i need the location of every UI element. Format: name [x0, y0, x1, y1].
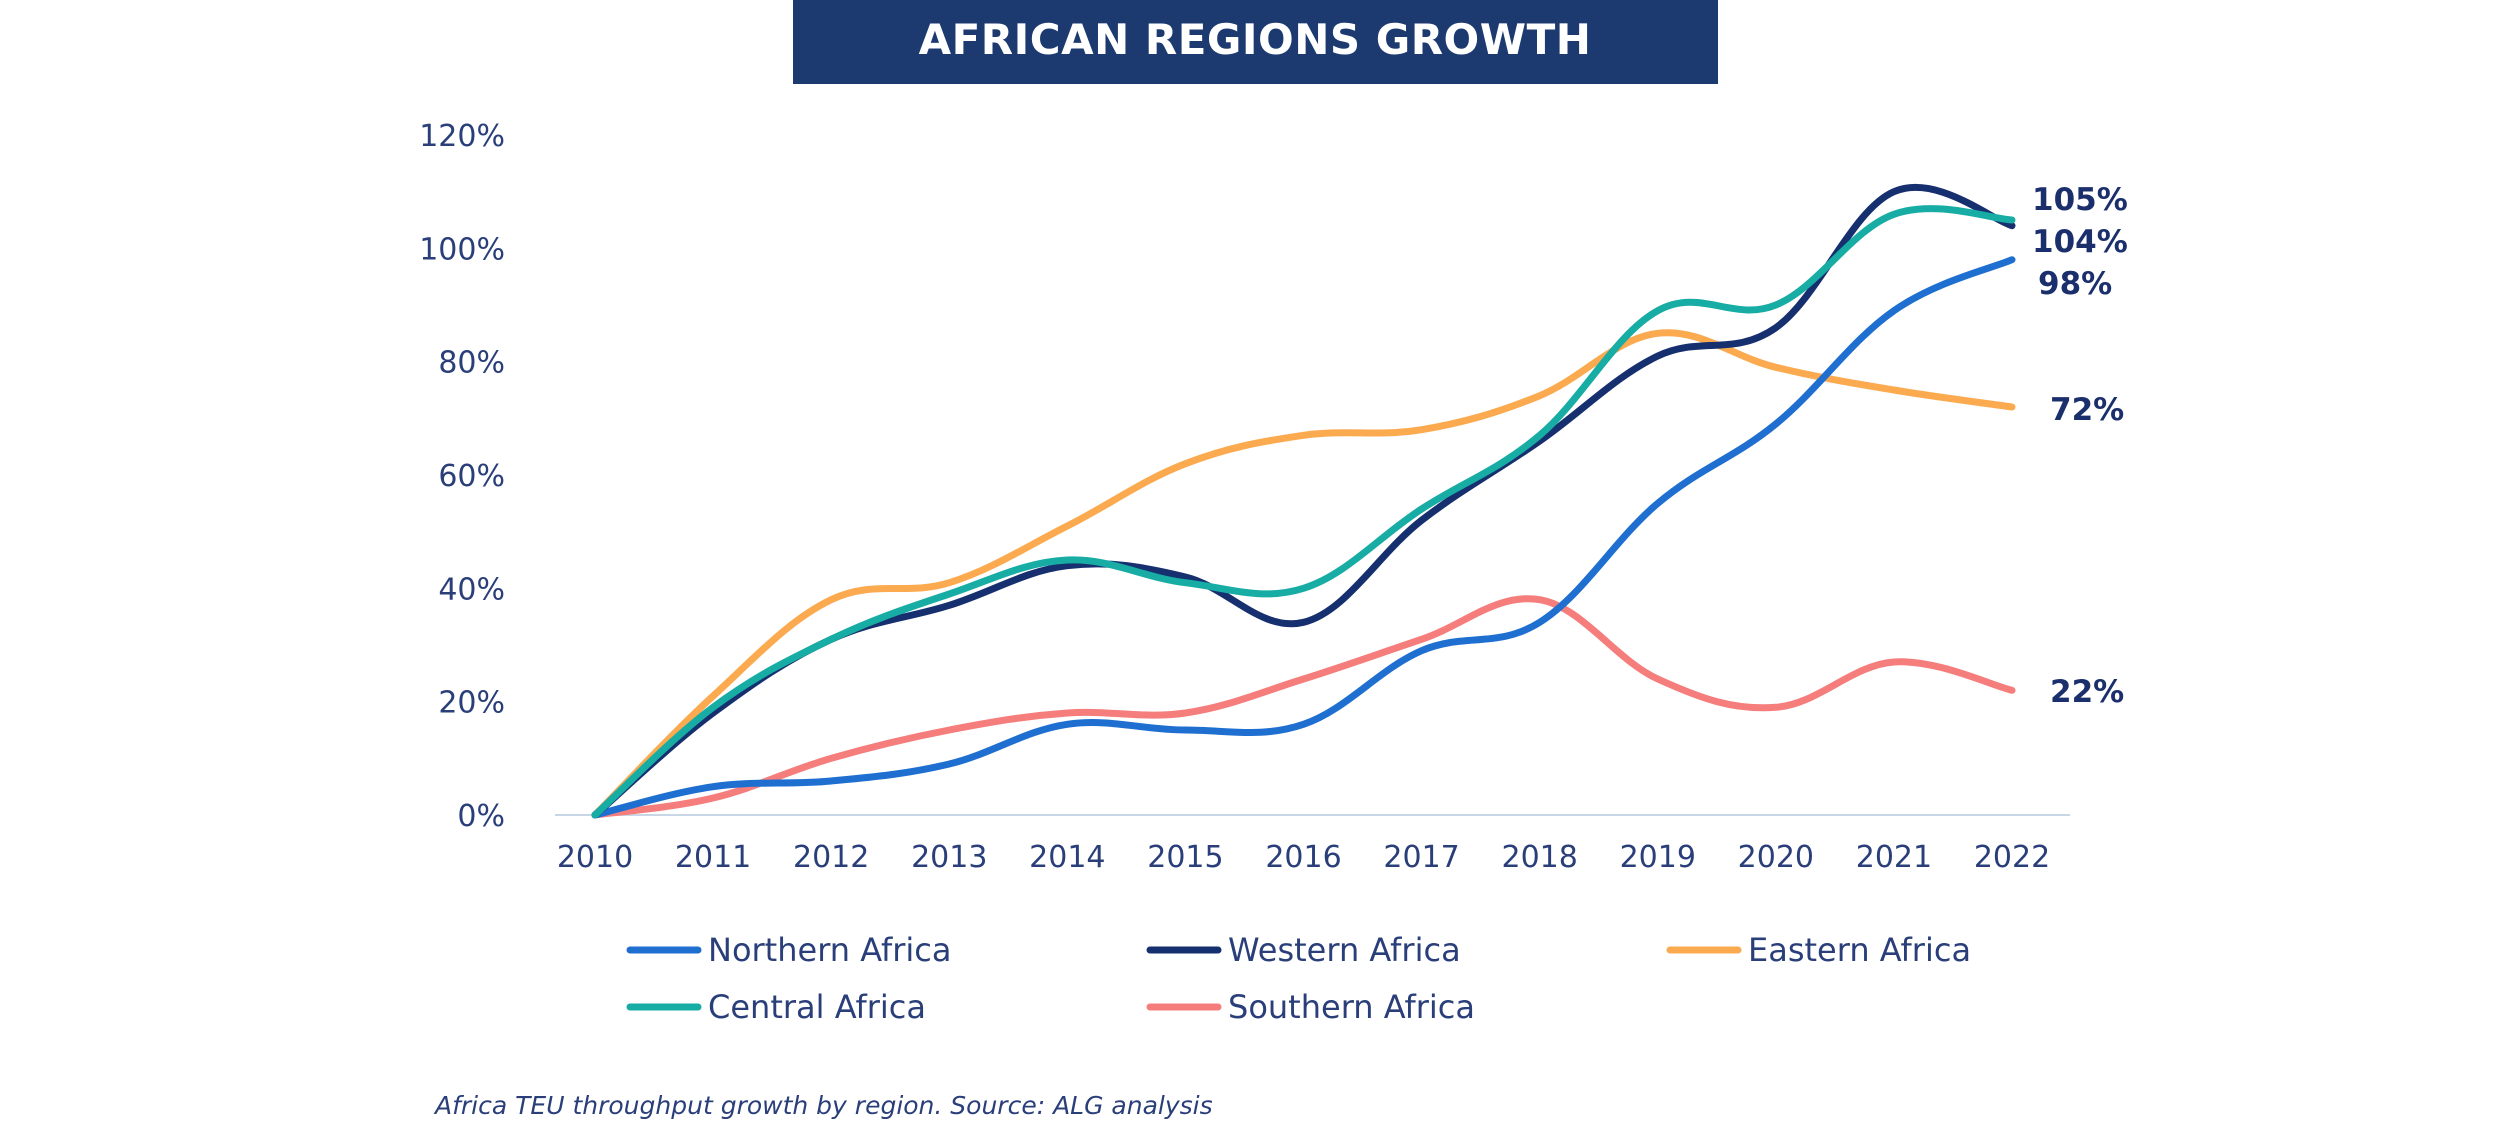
legend-label: Central Africa [708, 988, 926, 1026]
x-axis: 2010 2011 2012 2013 2014 2015 2016 2017 2018 2019… [557, 840, 2050, 875]
plot-area [591, 183, 2016, 819]
end-label-eastern-africa: 72% [2050, 392, 2124, 428]
series-line-eastern-africa [591, 329, 2016, 819]
x-tick-label: 2018 [1501, 840, 1577, 875]
series-line-northern-africa [591, 256, 2016, 819]
y-tick-label: 120% [419, 119, 505, 154]
legend-label: Southern Africa [1228, 988, 1475, 1026]
series-line-southern-africa [591, 595, 2016, 819]
end-label-western-africa: 104% [2032, 224, 2128, 260]
x-tick-label: 2012 [793, 840, 869, 875]
y-tick-label: 0% [457, 799, 505, 834]
y-tick-label: 80% [438, 346, 505, 381]
end-label-northern-africa: 98% [2038, 266, 2112, 302]
end-label-central-africa: 105% [2032, 182, 2128, 218]
x-tick-label: 2017 [1383, 840, 1459, 875]
x-tick-label: 2011 [675, 840, 751, 875]
y-tick-label: 20% [438, 686, 505, 721]
x-tick-label: 2021 [1856, 840, 1932, 875]
legend-item-western-africa: Western Africa [1146, 931, 1461, 969]
y-axis: 0% 20% 40% 60% 80% 100% 120% [419, 119, 505, 834]
chart-title: AFRICAN REGIONS GROWTH [919, 15, 1592, 64]
x-tick-label: 2015 [1147, 840, 1223, 875]
series-line-central-africa [591, 205, 2016, 819]
legend-item-eastern-africa: Eastern Africa [1666, 931, 1971, 969]
y-tick-label: 40% [438, 572, 505, 607]
title-banner [793, 0, 1718, 84]
x-tick-label: 2013 [911, 840, 987, 875]
x-tick-label: 2022 [1974, 840, 2050, 875]
x-tick-label: 2019 [1620, 840, 1696, 875]
legend-label: Western Africa [1228, 931, 1461, 969]
legend-item-southern-africa: Southern Africa [1146, 988, 1475, 1026]
legend-label: Northern Africa [708, 931, 952, 969]
x-tick-label: 2016 [1265, 840, 1341, 875]
legend-label: Eastern Africa [1748, 931, 1971, 969]
x-tick-label: 2014 [1029, 840, 1105, 875]
legend-item-northern-africa: Northern Africa [626, 931, 952, 969]
y-tick-label: 60% [438, 459, 505, 494]
end-labels: 98% 104% 72% 105% 22% [2032, 182, 2128, 710]
legend: Northern Africa Western Africa Eastern Afr… [626, 931, 1971, 1026]
x-tick-label: 2010 [557, 840, 633, 875]
end-label-southern-africa: 22% [2050, 674, 2124, 710]
y-tick-label: 100% [419, 232, 505, 267]
chart-caption: Africa TEU throughput growth by region. … [433, 1091, 1213, 1120]
legend-item-central-africa: Central Africa [626, 988, 926, 1026]
x-tick-label: 2020 [1738, 840, 1814, 875]
